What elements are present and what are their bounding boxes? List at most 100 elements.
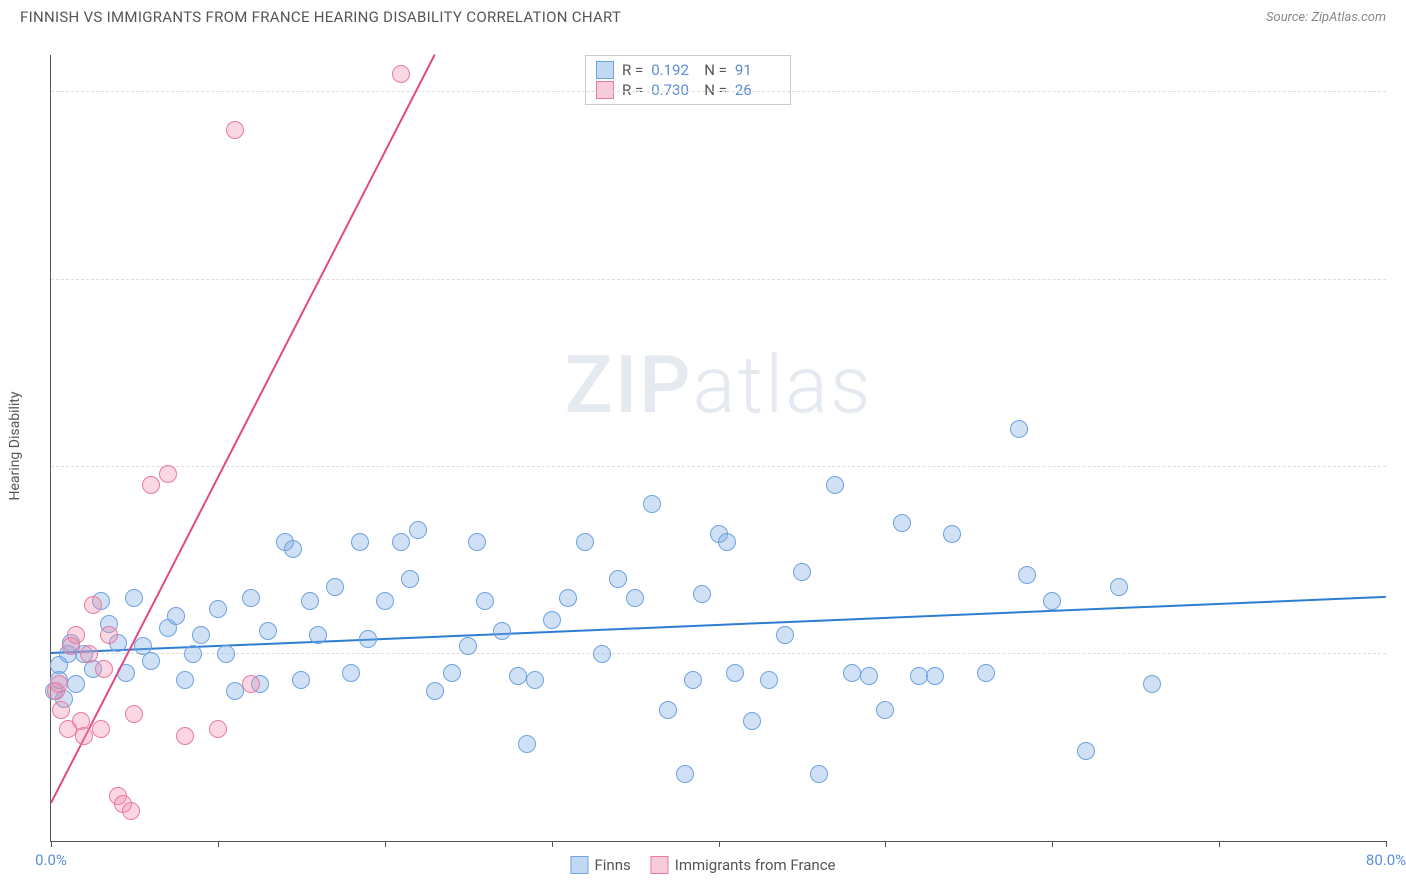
data-point-finns bbox=[192, 626, 210, 644]
data-point-france bbox=[92, 720, 110, 738]
x-tick-label: 0.0% bbox=[35, 851, 67, 869]
data-point-finns bbox=[977, 664, 995, 682]
y-axis-label: Hearing Disability bbox=[7, 392, 23, 501]
swatch-finns bbox=[570, 856, 588, 874]
data-point-finns bbox=[559, 589, 577, 607]
data-point-finns bbox=[459, 637, 477, 655]
legend-item-france: Immigrants from France bbox=[651, 856, 836, 874]
data-point-finns bbox=[217, 645, 235, 663]
correlation-stats-box: R = 0.192 N = 91 R = 0.730 N = 26 bbox=[585, 55, 791, 105]
data-point-france bbox=[67, 626, 85, 644]
data-point-finns bbox=[776, 626, 794, 644]
data-point-finns bbox=[943, 525, 961, 543]
x-tick bbox=[552, 841, 553, 847]
gridline bbox=[51, 466, 1386, 467]
data-point-finns bbox=[376, 592, 394, 610]
data-point-finns bbox=[1018, 566, 1036, 584]
chart-title: FINNISH VS IMMIGRANTS FROM FRANCE HEARIN… bbox=[20, 8, 621, 26]
data-point-finns bbox=[726, 664, 744, 682]
x-tick bbox=[1386, 841, 1387, 847]
data-point-finns bbox=[209, 600, 227, 618]
x-tick bbox=[719, 841, 720, 847]
data-point-finns bbox=[342, 664, 360, 682]
y-tick-label: 10.0% bbox=[1391, 458, 1406, 476]
data-point-finns bbox=[643, 495, 661, 513]
data-point-finns bbox=[1143, 675, 1161, 693]
bottom-legend: Finns Immigrants from France bbox=[570, 856, 835, 874]
data-point-finns bbox=[760, 671, 778, 689]
data-point-finns bbox=[476, 592, 494, 610]
data-point-finns bbox=[309, 626, 327, 644]
scatter-chart: ZIPatlas R = 0.192 N = 91 R = 0.730 N = … bbox=[50, 55, 1386, 842]
x-tick bbox=[1219, 841, 1220, 847]
data-point-finns bbox=[876, 701, 894, 719]
data-point-france bbox=[122, 802, 140, 820]
gridline bbox=[51, 653, 1386, 654]
data-point-finns bbox=[893, 514, 911, 532]
legend-item-finns: Finns bbox=[570, 856, 630, 874]
data-point-finns bbox=[1010, 420, 1028, 438]
data-point-france bbox=[95, 660, 113, 678]
data-point-finns bbox=[184, 645, 202, 663]
y-tick-label: 5.0% bbox=[1391, 645, 1406, 663]
data-point-finns bbox=[860, 667, 878, 685]
data-point-france bbox=[142, 476, 160, 494]
data-point-finns bbox=[676, 765, 694, 783]
data-point-france bbox=[80, 645, 98, 663]
y-tick-label: 15.0% bbox=[1391, 271, 1406, 289]
x-tick bbox=[218, 841, 219, 847]
data-point-finns bbox=[426, 682, 444, 700]
stats-row-finns: R = 0.192 N = 91 bbox=[596, 60, 780, 80]
y-tick-label: 20.0% bbox=[1391, 83, 1406, 101]
chart-header: FINNISH VS IMMIGRANTS FROM FRANCE HEARIN… bbox=[0, 0, 1406, 30]
data-point-finns bbox=[843, 664, 861, 682]
data-point-finns bbox=[284, 540, 302, 558]
data-point-finns bbox=[292, 671, 310, 689]
data-point-finns bbox=[167, 607, 185, 625]
data-point-finns bbox=[593, 645, 611, 663]
data-point-finns bbox=[67, 675, 85, 693]
data-point-france bbox=[176, 727, 194, 745]
data-point-france bbox=[50, 675, 68, 693]
data-point-finns bbox=[718, 533, 736, 551]
x-tick bbox=[1052, 841, 1053, 847]
data-point-finns bbox=[659, 701, 677, 719]
data-point-finns bbox=[359, 630, 377, 648]
source-attribution: Source: ZipAtlas.com bbox=[1266, 10, 1386, 25]
gridline bbox=[51, 91, 1386, 92]
data-point-finns bbox=[910, 667, 928, 685]
swatch-france bbox=[596, 81, 614, 99]
data-point-finns bbox=[1077, 742, 1095, 760]
data-point-finns bbox=[576, 533, 594, 551]
data-point-finns bbox=[493, 622, 511, 640]
x-tick bbox=[51, 841, 52, 847]
data-point-finns bbox=[609, 570, 627, 588]
data-point-finns bbox=[301, 592, 319, 610]
data-point-france bbox=[125, 705, 143, 723]
data-point-finns bbox=[409, 521, 427, 539]
data-point-finns bbox=[351, 533, 369, 551]
data-point-finns bbox=[626, 589, 644, 607]
data-point-france bbox=[100, 626, 118, 644]
data-point-finns bbox=[125, 589, 143, 607]
data-point-finns bbox=[443, 664, 461, 682]
data-point-finns bbox=[401, 570, 419, 588]
x-tick bbox=[385, 841, 386, 847]
data-point-finns bbox=[242, 589, 260, 607]
data-point-finns bbox=[826, 476, 844, 494]
swatch-finns bbox=[596, 61, 614, 79]
data-point-finns bbox=[392, 533, 410, 551]
data-point-france bbox=[75, 727, 93, 745]
data-point-finns bbox=[326, 578, 344, 596]
data-point-france bbox=[209, 720, 227, 738]
data-point-finns bbox=[793, 563, 811, 581]
x-tick bbox=[885, 841, 886, 847]
data-point-france bbox=[84, 596, 102, 614]
data-point-france bbox=[242, 675, 260, 693]
data-point-finns bbox=[693, 585, 711, 603]
data-point-finns bbox=[926, 667, 944, 685]
gridline bbox=[51, 279, 1386, 280]
data-point-france bbox=[226, 121, 244, 139]
data-point-finns bbox=[176, 671, 194, 689]
data-point-finns bbox=[743, 712, 761, 730]
